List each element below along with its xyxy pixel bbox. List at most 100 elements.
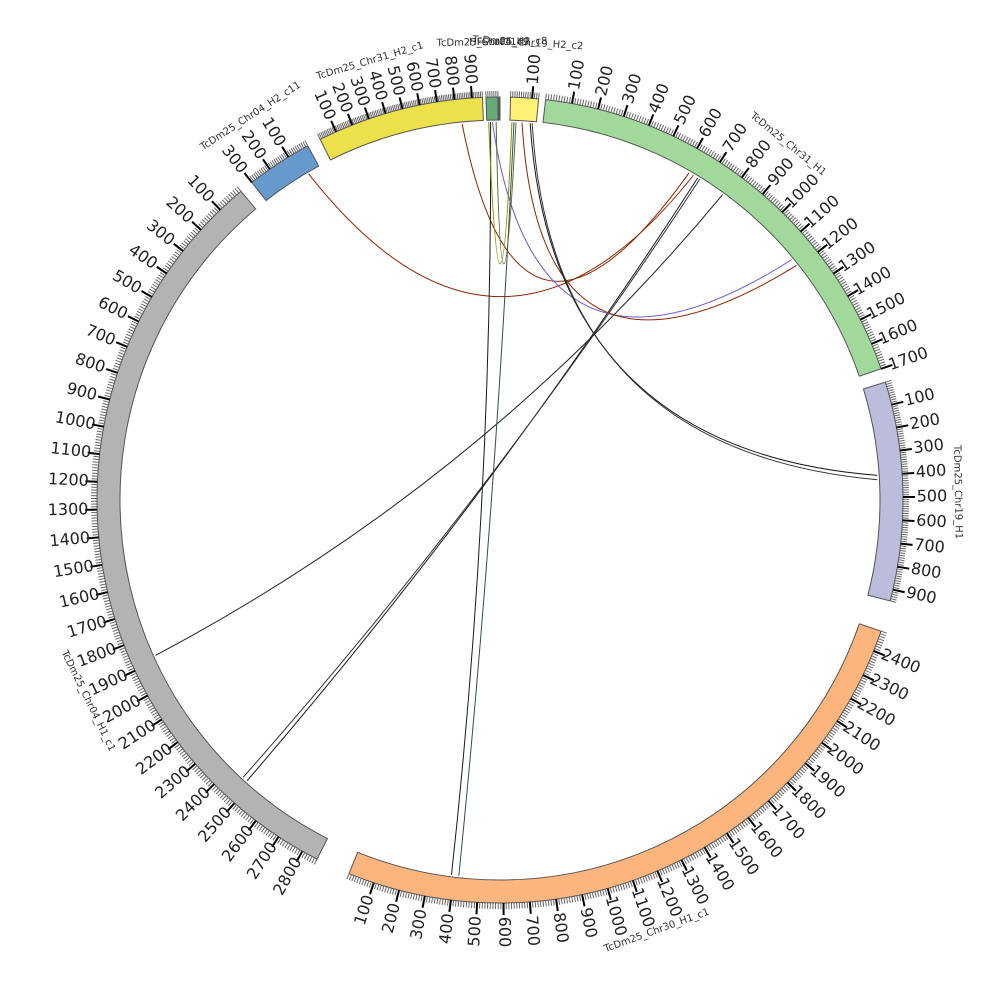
minor-tick <box>877 640 884 644</box>
minor-tick <box>885 379 892 383</box>
minor-tick <box>97 572 104 575</box>
minor-tick <box>584 893 587 900</box>
minor-tick <box>661 868 666 875</box>
minor-tick <box>653 121 657 128</box>
minor-tick <box>769 798 775 804</box>
minor-tick <box>103 597 110 600</box>
minor-tick <box>857 311 864 316</box>
minor-tick <box>145 295 151 300</box>
minor-tick <box>462 901 465 908</box>
minor-tick <box>105 392 112 395</box>
synteny-link <box>458 122 515 876</box>
minor-tick <box>743 174 748 180</box>
minor-tick <box>351 118 355 125</box>
minor-tick <box>399 890 403 897</box>
minor-tick <box>785 211 791 217</box>
minor-tick <box>352 117 357 124</box>
minor-tick <box>211 209 217 215</box>
tick-label: 1100 <box>628 885 659 930</box>
minor-tick <box>745 818 751 825</box>
minor-tick <box>286 843 291 850</box>
minor-tick <box>589 892 592 899</box>
minor-tick <box>796 772 802 778</box>
minor-tick <box>94 553 101 556</box>
minor-tick <box>612 886 615 893</box>
minor-tick <box>868 333 875 337</box>
minor-tick <box>114 362 121 366</box>
minor-tick <box>728 162 733 169</box>
minor-tick <box>311 857 316 864</box>
minor-tick <box>703 146 708 153</box>
minor-tick <box>94 550 101 553</box>
minor-tick <box>131 320 138 325</box>
minor-tick <box>764 191 769 197</box>
minor-tick <box>256 170 262 176</box>
minor-tick <box>428 896 431 903</box>
minor-tick <box>277 837 282 844</box>
minor-tick <box>161 725 167 731</box>
tick-label: 800 <box>441 54 463 87</box>
minor-tick <box>851 695 858 700</box>
major-tick <box>719 151 728 163</box>
minor-tick <box>272 834 277 841</box>
minor-tick <box>100 411 107 414</box>
minor-tick <box>739 170 744 177</box>
minor-tick <box>100 586 107 589</box>
minor-tick <box>576 895 579 902</box>
minor-tick <box>645 118 650 125</box>
minor-tick <box>614 886 618 893</box>
minor-tick <box>757 808 763 815</box>
minor-tick <box>594 891 597 898</box>
minor-tick <box>265 830 270 836</box>
minor-tick <box>678 860 683 867</box>
minor-tick <box>313 858 318 865</box>
minor-tick <box>563 96 566 103</box>
tick-label: 500 <box>670 92 700 128</box>
minor-tick <box>108 381 115 384</box>
minor-tick <box>277 156 282 163</box>
minor-tick <box>149 707 155 712</box>
minor-tick <box>560 898 563 905</box>
minor-tick <box>743 820 748 826</box>
minor-tick <box>339 123 344 130</box>
minor-tick <box>458 93 461 100</box>
minor-tick <box>889 393 896 397</box>
minor-tick <box>690 854 695 861</box>
minor-tick <box>267 162 273 169</box>
minor-tick <box>900 451 907 454</box>
minor-tick <box>863 672 870 676</box>
minor-tick <box>794 221 800 227</box>
minor-tick <box>226 195 231 201</box>
major-tick <box>902 471 915 475</box>
tick-label: 1300 <box>678 863 713 908</box>
tick-label: 600 <box>495 917 514 948</box>
minor-tick <box>140 303 147 308</box>
minor-tick <box>124 336 131 340</box>
minor-tick <box>376 109 380 116</box>
minor-tick <box>899 554 906 557</box>
minor-tick <box>130 323 137 327</box>
minor-tick <box>880 630 887 634</box>
minor-tick <box>826 260 833 266</box>
major-tick <box>897 565 910 570</box>
major-tick <box>140 290 153 298</box>
minor-tick <box>897 432 904 435</box>
tick-label: 1100 <box>50 438 93 462</box>
minor-tick <box>99 583 106 586</box>
minor-tick <box>558 898 561 905</box>
minor-tick <box>341 122 345 129</box>
minor-tick <box>687 137 691 144</box>
tick-label: 900 <box>763 154 797 190</box>
minor-tick <box>547 93 550 100</box>
minor-tick <box>118 351 125 356</box>
minor-tick <box>378 109 381 116</box>
tick-label: 1700 <box>886 343 931 374</box>
minor-tick <box>97 427 104 430</box>
minor-tick <box>108 615 115 619</box>
minor-tick <box>415 894 418 901</box>
minor-tick <box>552 899 555 906</box>
minor-tick <box>555 94 558 102</box>
minor-tick <box>150 709 157 714</box>
minor-tick <box>371 111 375 118</box>
minor-tick <box>890 600 897 603</box>
